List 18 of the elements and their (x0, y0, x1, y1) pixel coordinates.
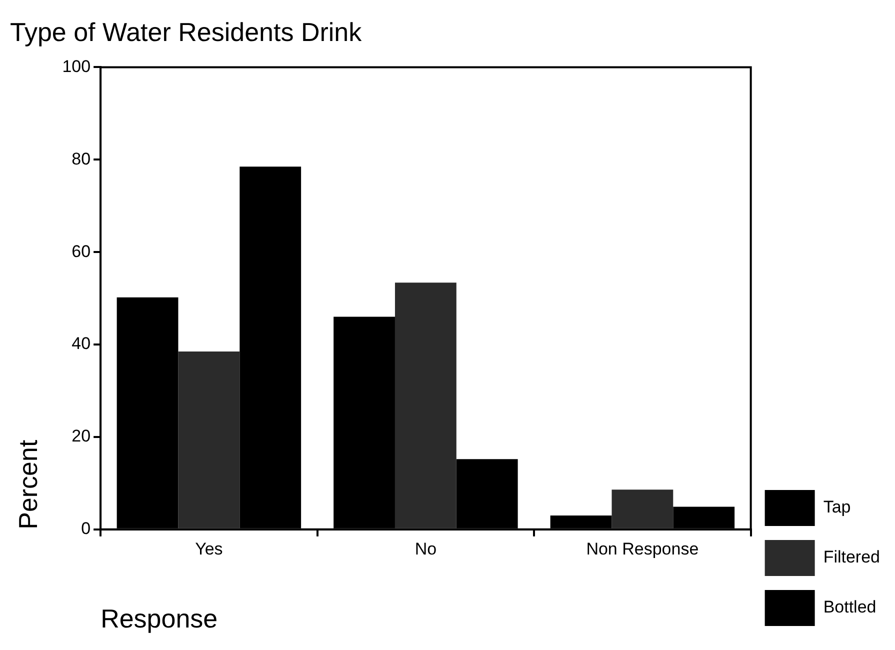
x-tick-label: Non Response (586, 539, 699, 558)
y-tick-label: 80 (72, 149, 91, 168)
y-tick-label: 100 (62, 56, 91, 76)
x-tick-label: Yes (195, 539, 223, 558)
y-tick-label: 20 (72, 426, 91, 446)
bar (612, 490, 674, 528)
x-axis-title: Response (100, 604, 218, 634)
y-axis-title: Percent (12, 439, 43, 530)
x-tick-label: No (414, 539, 437, 558)
bar (178, 351, 240, 528)
legend-label: Tap (823, 498, 851, 517)
bar (394, 282, 456, 528)
legend-label: Filtered (823, 548, 880, 567)
y-tick-label: 60 (72, 242, 91, 261)
y-tick-label: 0 (81, 519, 91, 538)
chart-title: Type of Water Residents Drink (10, 16, 363, 47)
legend-label: Bottled (823, 598, 876, 617)
y-tick-label: 40 (72, 334, 91, 354)
